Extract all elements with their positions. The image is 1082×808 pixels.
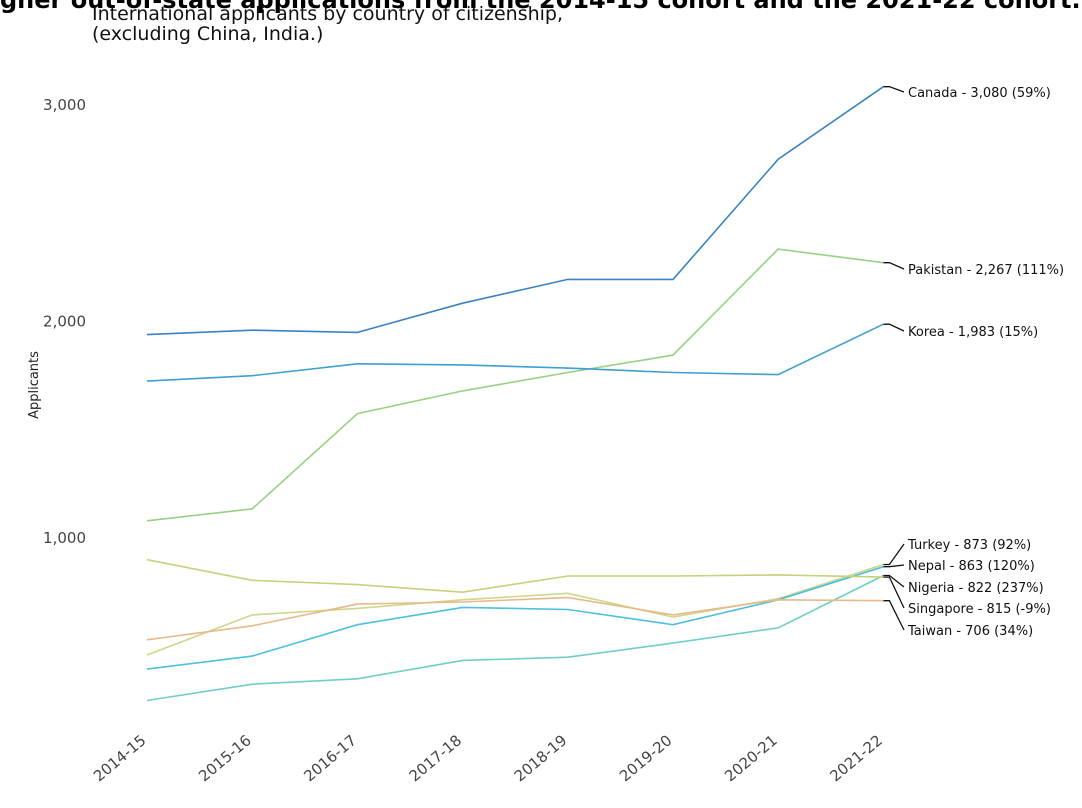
- leader-line-pakistan: [883, 262, 905, 270]
- leader-line-turkey: [883, 543, 905, 566]
- x-tick-label: 2017-18: [406, 731, 466, 785]
- leader-line-canada: [883, 86, 905, 93]
- series-line-turkey: [146, 563, 884, 656]
- x-tick-label: 2020-21: [721, 731, 781, 785]
- leader-line-nigeria: [883, 574, 905, 588]
- series-line-korea: [146, 323, 884, 382]
- y-tick-label: 3,000: [43, 96, 86, 114]
- x-tick-label: 2015-16: [195, 731, 255, 785]
- end-label-korea: Korea - 1,983 (15%): [908, 325, 1038, 340]
- series-line-canada: [146, 86, 884, 336]
- x-tick-label: 2021-22: [826, 731, 886, 785]
- end-labels: Canada - 3,080 (59%) Pakistan - 2,267 (11…: [883, 86, 1064, 639]
- y-tick-label: 1,000: [43, 529, 86, 547]
- x-tick-label: 2014-15: [90, 731, 150, 785]
- x-tick-label: 2018-19: [511, 731, 571, 785]
- series-line-pakistan: [146, 248, 884, 522]
- series-lines: [146, 86, 884, 702]
- series-line-nigeria: [146, 574, 884, 702]
- end-label-taiwan: Taiwan - 706 (34%): [907, 624, 1033, 639]
- x-axis: 2014-15 2015-16 2016-17 2017-18 2018-19 2019-…: [90, 731, 886, 785]
- y-axis: 1,000 2,000 3,000: [43, 96, 86, 547]
- end-label-nigeria: Nigeria - 822 (237%): [908, 581, 1044, 596]
- series-line-taiwan: [146, 596, 884, 641]
- series-line-singapore: [146, 558, 884, 594]
- y-axis-label: Applicants: [27, 351, 42, 419]
- end-label-pakistan: Pakistan - 2,267 (111%): [908, 263, 1064, 278]
- x-tick-label: 2016-17: [300, 731, 360, 785]
- chart-title: gher out-of-state applications from the …: [0, 0, 1081, 14]
- x-tick-label: 2019-20: [616, 731, 676, 785]
- end-label-nepal: Nepal - 863 (120%): [908, 559, 1035, 574]
- leader-line-korea: [883, 323, 905, 332]
- y-tick-label: 2,000: [43, 313, 86, 331]
- leader-line-taiwan: [883, 600, 905, 631]
- end-label-canada: Canada - 3,080 (59%): [908, 86, 1051, 101]
- end-label-singapore: Singapore - 815 (-9%): [908, 602, 1051, 617]
- end-label-turkey: Turkey - 873 (92%): [907, 538, 1031, 553]
- chart-subtitle: International applicants by country of c…: [92, 3, 564, 45]
- leader-line-nepal: [883, 564, 905, 568]
- leader-line-singapore: [883, 576, 905, 609]
- series-line-nepal: [146, 565, 884, 670]
